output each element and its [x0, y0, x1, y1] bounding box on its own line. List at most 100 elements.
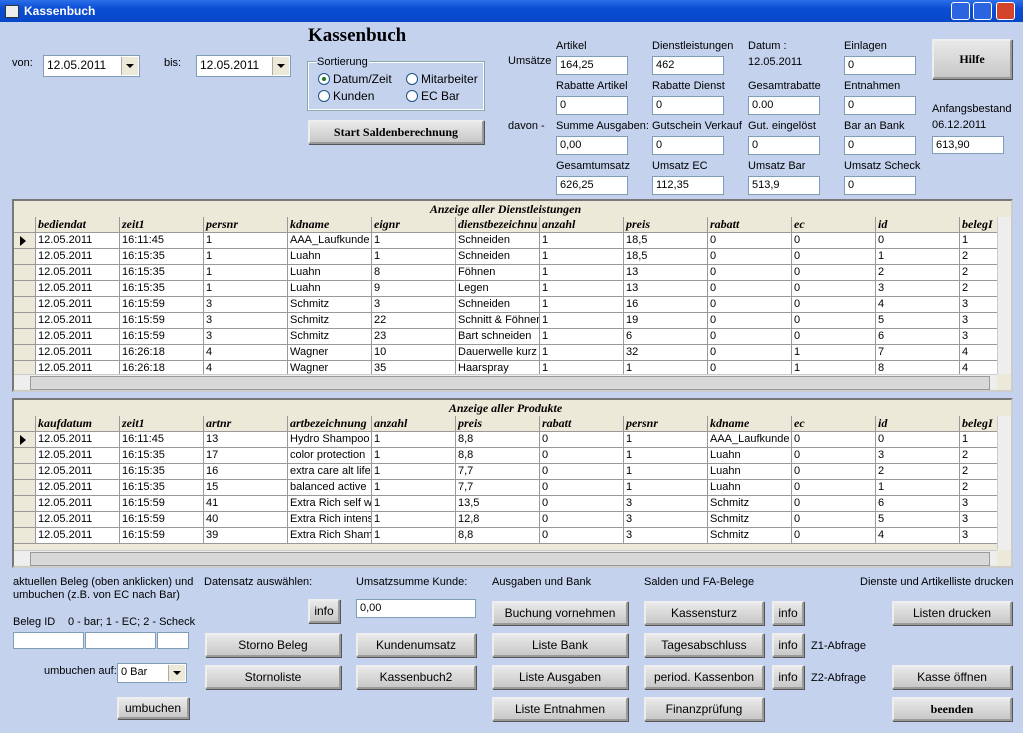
grid-cell[interactable]: 0 [792, 297, 876, 313]
grid-cell[interactable]: 0 [708, 345, 792, 361]
field-value[interactable]: 164,25 [556, 56, 628, 75]
grid-cell[interactable]: 6 [876, 329, 960, 345]
grid-cell[interactable]: 9 [372, 281, 456, 297]
grid-cell[interactable]: 0 [708, 313, 792, 329]
salden-button[interactable]: Kassensturz [644, 601, 764, 625]
grid-cell[interactable]: Luahn [288, 281, 372, 297]
grid-cell[interactable]: 16:15:59 [120, 496, 204, 512]
field-value[interactable]: 0 [844, 96, 916, 115]
grid-cell[interactable]: 5 [876, 313, 960, 329]
grid-cell[interactable]: 2 [960, 464, 997, 480]
salden-button[interactable]: Tagesabschluss [644, 633, 764, 657]
grid-cell[interactable]: 16:15:59 [120, 512, 204, 528]
grid-cell[interactable]: 0 [708, 233, 792, 249]
field-value[interactable]: 0.00 [748, 96, 820, 115]
grid-cell[interactable]: 1 [372, 512, 456, 528]
grid-cell[interactable]: 1 [204, 249, 288, 265]
grid-cell[interactable]: 40 [204, 512, 288, 528]
salden-button[interactable]: Finanzprüfung [644, 697, 764, 721]
grid-cell[interactable]: 4 [204, 345, 288, 361]
grid-cell[interactable]: 12.05.2011 [36, 528, 120, 544]
start-button[interactable]: Start Saldenberechnung [308, 120, 484, 144]
grid-cell[interactable]: 1 [540, 249, 624, 265]
von-combo[interactable]: 12.05.2011 [43, 55, 140, 77]
grid-cell[interactable]: 3 [960, 329, 997, 345]
grid-cell[interactable]: 12.05.2011 [36, 297, 120, 313]
grid-cell[interactable]: 16:15:59 [120, 297, 204, 313]
grid-cell[interactable]: 10 [372, 345, 456, 361]
grid-cell[interactable]: 2 [960, 265, 997, 281]
vertical-scrollbar[interactable] [997, 217, 1011, 374]
radio-button[interactable] [318, 73, 330, 85]
grid-cell[interactable]: 7,7 [456, 480, 540, 496]
bis-combo[interactable]: 12.05.2011 [196, 55, 291, 77]
grid-cell[interactable]: 12,8 [456, 512, 540, 528]
info-button[interactable]: info [308, 599, 340, 623]
grid-cell[interactable]: 1 [624, 448, 708, 464]
grid-cell[interactable]: Bart schneiden [456, 329, 540, 345]
field-value[interactable]: 0 [844, 136, 916, 155]
drucken-button[interactable]: Listen drucken [892, 601, 1012, 625]
grid-cell[interactable]: 16:15:35 [120, 464, 204, 480]
grid-cell[interactable]: 0 [792, 233, 876, 249]
grid-cell[interactable]: 4 [960, 345, 997, 361]
info-button[interactable]: info [772, 665, 804, 689]
grid-cell[interactable]: Luahn [708, 448, 792, 464]
grid-cell[interactable]: Schneiden [456, 233, 540, 249]
grid-cell[interactable]: 0 [792, 249, 876, 265]
grid-cell[interactable]: 1 [540, 329, 624, 345]
grid-cell[interactable]: 18,5 [624, 249, 708, 265]
grid-cell[interactable]: 1 [540, 281, 624, 297]
grid-cell[interactable]: Schmitz [288, 313, 372, 329]
grid-cell[interactable]: 3 [204, 329, 288, 345]
beleg-input[interactable] [85, 632, 156, 649]
grid-cell[interactable]: 0 [876, 432, 960, 448]
grid-cell[interactable]: 3 [204, 297, 288, 313]
ausgaben-button[interactable]: Liste Bank [492, 633, 628, 657]
grid-cell[interactable]: 16:15:59 [120, 528, 204, 544]
grid-cell[interactable]: 4 [204, 361, 288, 374]
grid-cell[interactable]: 35 [372, 361, 456, 374]
grid-cell[interactable]: 12.05.2011 [36, 281, 120, 297]
grid-cell[interactable]: 1 [540, 345, 624, 361]
grid-cell[interactable]: 8 [372, 265, 456, 281]
grid-cell[interactable]: 2 [960, 281, 997, 297]
grid-cell[interactable]: 0 [792, 448, 876, 464]
grid-cell[interactable]: 0 [792, 313, 876, 329]
field-value[interactable]: 0 [652, 136, 724, 155]
grid-cell[interactable]: 16:15:59 [120, 329, 204, 345]
grid-cell[interactable]: Luahn [288, 265, 372, 281]
grid-cell[interactable]: 0 [540, 480, 624, 496]
grid-cell[interactable]: 22 [372, 313, 456, 329]
grid-cell[interactable]: Schmitz [288, 329, 372, 345]
grid-cell[interactable]: 16:26:18 [120, 361, 204, 374]
stornoliste-button[interactable]: Stornoliste [205, 665, 341, 689]
grid-cell[interactable]: Schmitz [708, 512, 792, 528]
grid-cell[interactable]: 2 [960, 480, 997, 496]
grid-cell[interactable]: 7 [876, 345, 960, 361]
grid-cell[interactable]: 16 [204, 464, 288, 480]
grid-cell[interactable]: Schneiden [456, 249, 540, 265]
grid-cell[interactable]: 3 [960, 512, 997, 528]
grid-cell[interactable]: 0 [792, 480, 876, 496]
grid-cell[interactable]: 3 [960, 297, 997, 313]
grid-cell[interactable]: Dauerwelle kurz [456, 345, 540, 361]
grid-cell[interactable]: 12.05.2011 [36, 249, 120, 265]
kundenumsatz-button[interactable]: Kundenumsatz [356, 633, 476, 657]
radio-button[interactable] [406, 90, 418, 102]
field-value[interactable]: 513,9 [748, 176, 820, 195]
maximize-button[interactable] [973, 2, 992, 20]
grid-cell[interactable]: 8 [876, 361, 960, 374]
grid-cell[interactable]: 1 [372, 528, 456, 544]
grid-cell[interactable]: 3 [960, 496, 997, 512]
grid-cell[interactable]: 0 [708, 249, 792, 265]
grid-cell[interactable]: Luahn [708, 480, 792, 496]
field-value[interactable]: 0 [844, 56, 916, 75]
radio-button[interactable] [318, 90, 330, 102]
grid-cell[interactable]: 17 [204, 448, 288, 464]
grid-cell[interactable]: 2 [960, 448, 997, 464]
grid-cell[interactable]: Wagner [288, 361, 372, 374]
grid-cell[interactable]: 32 [624, 345, 708, 361]
grid-cell[interactable]: 4 [876, 528, 960, 544]
grid-cell[interactable]: 1 [372, 249, 456, 265]
